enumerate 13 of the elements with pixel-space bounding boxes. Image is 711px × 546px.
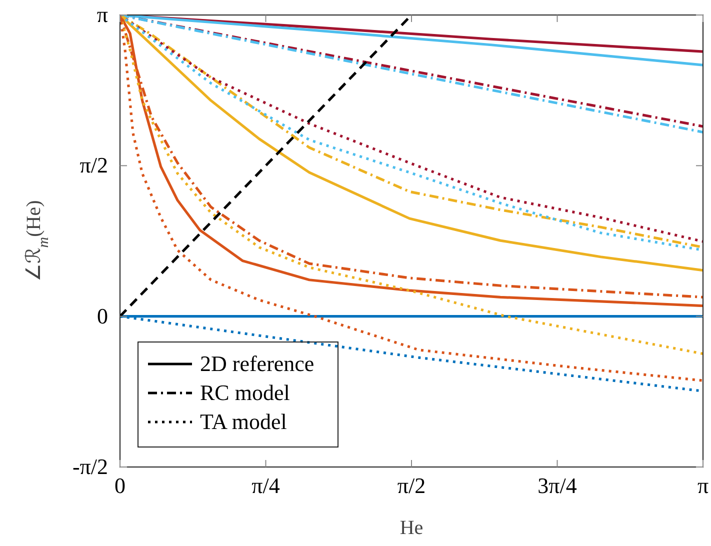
x-axis-title: He xyxy=(400,517,424,539)
legend-label: RC model xyxy=(200,380,290,405)
x-tick-label: π xyxy=(697,473,709,498)
x-tick-label: π/2 xyxy=(397,473,426,498)
y-tick-label: -π/2 xyxy=(72,454,108,479)
x-tick-label: π/4 xyxy=(252,473,280,498)
legend-label: TA model xyxy=(200,409,287,434)
y-tick-label: 0 xyxy=(97,303,108,328)
x-tick-label: 3π/4 xyxy=(538,473,577,498)
x-tick-label: 0 xyxy=(114,473,126,498)
y-tick-label: π xyxy=(96,2,108,27)
legend-label: 2D reference xyxy=(200,351,314,376)
y-tick-label: π/2 xyxy=(80,152,108,178)
